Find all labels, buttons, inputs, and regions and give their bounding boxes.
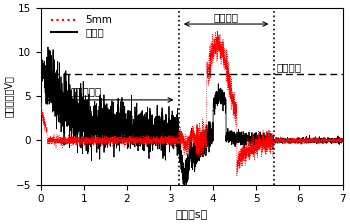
Text: 検知時間: 検知時間	[214, 12, 239, 22]
Legend: 5mm, 異物無: 5mm, 異物無	[49, 13, 114, 40]
Text: 非検知時間: 非検知時間	[71, 86, 102, 96]
X-axis label: 時間（s）: 時間（s）	[175, 210, 208, 220]
Y-axis label: 検知信号（V）: 検知信号（V）	[4, 75, 14, 117]
Text: 規定電圧: 規定電圧	[277, 62, 302, 73]
